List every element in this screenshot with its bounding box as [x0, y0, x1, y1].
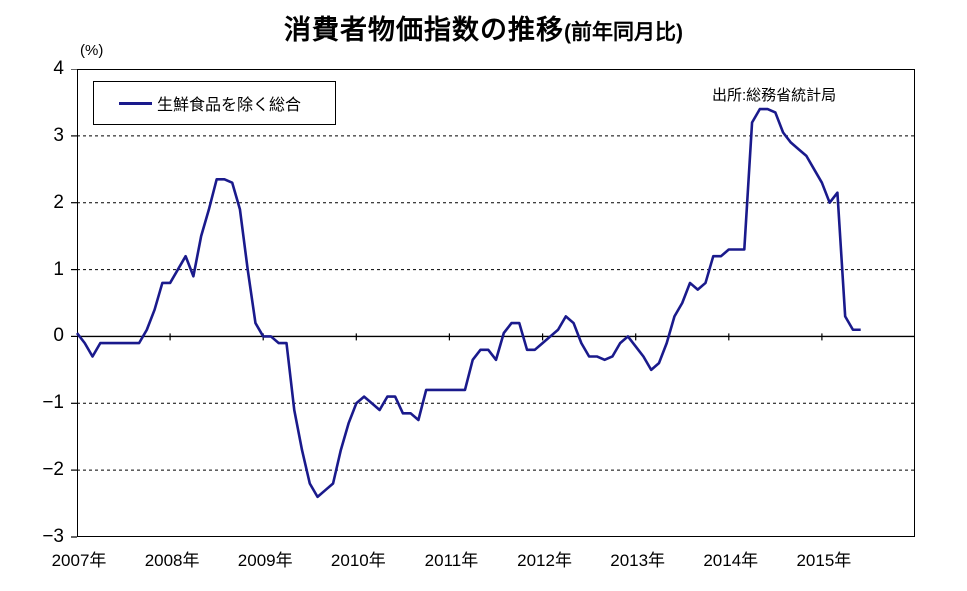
- y-axis-label: 4: [53, 58, 64, 79]
- y-axis-label: −1: [42, 392, 64, 414]
- chart-title: 消費者物価指数の推移(前年同月比): [0, 8, 967, 47]
- cpi-line-chart: [71, 69, 915, 538]
- legend-label: 生鮮食品を除く総合: [157, 97, 302, 114]
- y-axis-label: 2: [53, 191, 64, 213]
- chart-title-subtitle: (前年同月比): [564, 21, 683, 44]
- legend-box: 生鮮食品を除く総合: [93, 81, 336, 125]
- x-axis-label: 2009年: [237, 551, 293, 570]
- plot-area: [77, 69, 915, 537]
- y-axis-label: 3: [53, 124, 64, 146]
- series-line: [75, 107, 861, 499]
- x-axis-label: 2013年: [610, 551, 666, 570]
- chart-title-main: 消費者物価指数の推移: [284, 15, 564, 45]
- x-axis-label: 2007年: [51, 551, 107, 570]
- y-axis-unit-label: (%): [80, 42, 104, 59]
- x-axis-label: 2012年: [517, 551, 572, 570]
- y-axis-label: 0: [53, 325, 64, 347]
- y-axis-label: −3: [42, 526, 64, 547]
- y-axis-label: 1: [53, 258, 64, 280]
- x-axis-label: 2008年: [144, 551, 200, 570]
- x-axis-label: 2015年: [796, 551, 852, 570]
- x-axis-label: 2010年: [330, 551, 386, 570]
- source-note: 出所:総務省統計局: [712, 87, 837, 104]
- x-axis-label: 2011年: [424, 551, 479, 570]
- x-axis-label: 2014年: [703, 551, 759, 570]
- legend-line-swatch: [119, 101, 152, 105]
- y-axis-label: −2: [42, 459, 64, 481]
